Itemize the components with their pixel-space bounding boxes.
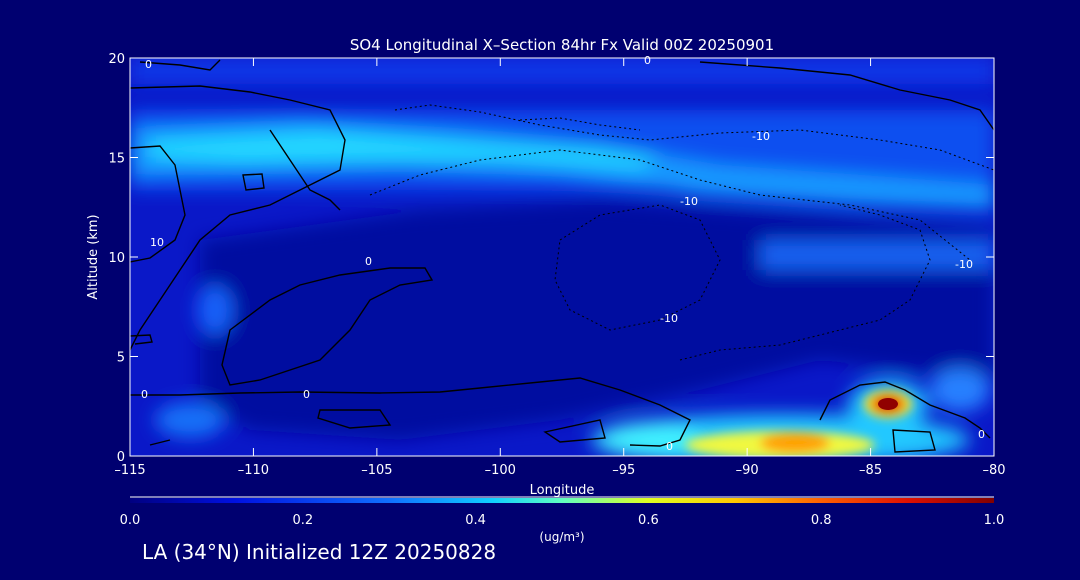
concentration-field bbox=[130, 58, 994, 456]
right-upper-band bbox=[760, 240, 994, 270]
colorbar-label: (ug/m³) bbox=[539, 530, 584, 544]
dashed-contours bbox=[369, 104, 994, 361]
colorbar-tick-label: 1.0 bbox=[984, 513, 1005, 528]
dashed-contour-5 bbox=[519, 117, 641, 131]
x-tick-label: –90 bbox=[736, 463, 759, 478]
colorbar bbox=[130, 498, 994, 503]
colorbar-ticks: 0.0 0.2 0.4 0.6 0.8 1.0 bbox=[120, 513, 1005, 528]
contour-label: -10 bbox=[660, 312, 678, 325]
contour-label: 0 bbox=[666, 440, 673, 453]
x-tick-label: –95 bbox=[612, 463, 635, 478]
contour-right-box bbox=[892, 429, 936, 453]
dashed-contour-3 bbox=[554, 204, 721, 331]
contour-surface-box bbox=[317, 409, 392, 429]
y-tick-label: 5 bbox=[117, 351, 125, 366]
contour-left-lower bbox=[149, 439, 171, 446]
colorbar-tick-label: 0.8 bbox=[811, 513, 832, 528]
x-tick-label: –105 bbox=[361, 463, 392, 478]
contour-top-right bbox=[699, 61, 994, 131]
contour-label: 0 bbox=[141, 388, 148, 401]
x-tick-label: –85 bbox=[859, 463, 882, 478]
contour-zero-inner bbox=[130, 145, 186, 263]
x-tick-label: –115 bbox=[114, 463, 145, 478]
contour-label: 0 bbox=[365, 255, 372, 268]
initialization-caption: LA (34°N) Initialized 12Z 20250828 bbox=[142, 540, 497, 564]
contour-upper-left bbox=[269, 129, 341, 211]
contour-zero-main bbox=[130, 85, 346, 351]
contour-surface-box-2 bbox=[543, 419, 606, 443]
y-axis: 0 5 10 15 20 bbox=[108, 52, 994, 465]
colorbar-tick-label: 0.0 bbox=[120, 513, 141, 528]
contour-labels: 0 0 0 0 0 0 0 10 -10 -10 -10 -10 bbox=[141, 54, 985, 453]
left-low-blob bbox=[155, 402, 225, 438]
right-mid-blob bbox=[930, 368, 990, 412]
contour-label: 0 bbox=[978, 428, 985, 441]
contour-label: 0 bbox=[644, 54, 651, 67]
dashed-contour-4 bbox=[679, 204, 931, 361]
y-tick-label: 0 bbox=[117, 450, 125, 465]
y-tick-label: 10 bbox=[108, 251, 125, 266]
contour-label: -10 bbox=[955, 258, 973, 271]
contour-left-side bbox=[130, 334, 153, 345]
colorbar-tick-label: 0.6 bbox=[638, 513, 659, 528]
contour-label: 0 bbox=[145, 58, 152, 71]
contour-label: 0 bbox=[303, 388, 310, 401]
left-mid-blob bbox=[197, 285, 233, 335]
contour-surface-left bbox=[130, 377, 691, 447]
contour-label: 10 bbox=[150, 236, 164, 249]
chart-title: SO4 Longitudinal X–Section 84hr Fx Valid… bbox=[350, 36, 774, 54]
x-tick-label: –80 bbox=[982, 463, 1005, 478]
y-tick-label: 15 bbox=[108, 152, 125, 167]
colorbar-tick-label: 0.2 bbox=[292, 513, 313, 528]
x-axis-label: Longitude bbox=[530, 483, 595, 498]
contour-zero-lower bbox=[221, 267, 434, 386]
solid-contours bbox=[130, 59, 994, 453]
peak-center bbox=[878, 398, 898, 410]
contour-right-arc bbox=[819, 381, 991, 439]
y-tick-label: 20 bbox=[108, 52, 125, 67]
x-tick-label: –100 bbox=[485, 463, 516, 478]
plume-left bbox=[600, 422, 700, 456]
contour-top-left bbox=[139, 59, 221, 71]
plume-core bbox=[760, 433, 830, 453]
contour-small-box bbox=[242, 173, 265, 191]
contour-label: -10 bbox=[752, 130, 770, 143]
y-axis-label: Altitude (km) bbox=[86, 214, 101, 299]
top-band bbox=[130, 58, 994, 84]
contour-label: -10 bbox=[680, 195, 698, 208]
x-tick-label: –110 bbox=[238, 463, 269, 478]
x-axis: –115 –110 –105 –100 –95 –90 –85 –80 bbox=[114, 58, 1006, 478]
colorbar-tick-label: 0.4 bbox=[465, 513, 486, 528]
